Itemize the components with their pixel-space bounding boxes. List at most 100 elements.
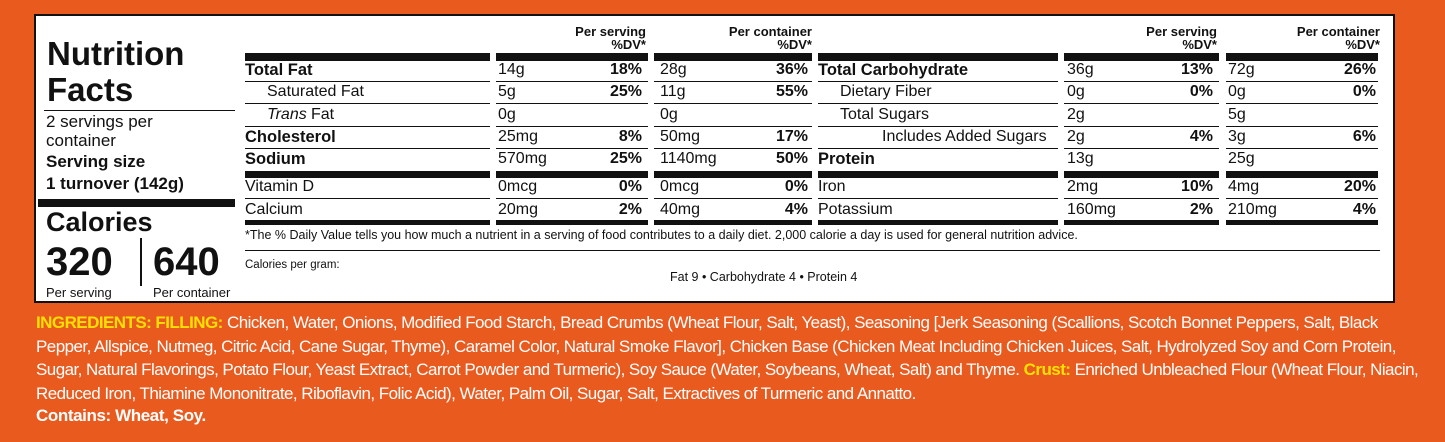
amount: 36g bbox=[1067, 61, 1094, 78]
rule bbox=[1226, 148, 1378, 149]
serving-size-label: Serving size bbox=[46, 152, 146, 171]
column-header-dv: %DV* bbox=[611, 37, 646, 52]
calories-per-serving: 320 bbox=[46, 240, 113, 284]
calories-per-container: 640 bbox=[153, 240, 220, 284]
daily-value: 4% bbox=[1352, 201, 1376, 218]
rule bbox=[245, 250, 1380, 251]
ingredients-heading: Crust: bbox=[1023, 360, 1071, 379]
rule bbox=[818, 103, 1058, 104]
nutrient-name: Total Fat bbox=[245, 61, 313, 79]
rule bbox=[654, 103, 812, 104]
daily-value: 25% bbox=[609, 83, 642, 100]
nutrient-name: Includes Added Sugars bbox=[882, 128, 1047, 145]
daily-value: 10% bbox=[1180, 178, 1213, 195]
column-header-dv: %DV* bbox=[777, 37, 812, 52]
amount: 0g bbox=[1228, 83, 1246, 100]
nutrient-name: Cholesterol bbox=[245, 128, 336, 146]
daily-value: 2% bbox=[618, 201, 642, 218]
rule bbox=[1064, 53, 1219, 61]
rule bbox=[245, 220, 490, 225]
rule bbox=[654, 126, 812, 127]
amount: 2mg bbox=[1067, 178, 1099, 195]
rule bbox=[818, 53, 1058, 61]
daily-value: 26% bbox=[1343, 61, 1376, 78]
amount: 0g bbox=[1067, 83, 1085, 100]
nutrient-name: Vitamin D bbox=[245, 178, 315, 195]
rule bbox=[1226, 198, 1378, 199]
rule bbox=[1226, 220, 1378, 225]
nutrient-name: Fat bbox=[311, 106, 335, 123]
rule bbox=[1226, 103, 1378, 104]
rule bbox=[496, 53, 648, 61]
rule bbox=[1064, 148, 1219, 149]
rule bbox=[1226, 53, 1378, 61]
rule bbox=[44, 110, 235, 111]
amount: 25mg bbox=[498, 128, 539, 145]
rule bbox=[245, 148, 490, 149]
daily-value: 4% bbox=[1189, 128, 1213, 145]
rule bbox=[818, 171, 1058, 178]
rule bbox=[818, 148, 1058, 149]
daily-value: 8% bbox=[618, 128, 642, 145]
title: Nutrition Facts bbox=[47, 35, 185, 108]
amount: 5g bbox=[1228, 106, 1246, 123]
amount: 20mg bbox=[498, 201, 539, 218]
ingredients-heading: INGREDIENTS: FILLING: bbox=[36, 313, 223, 332]
amount: 40mg bbox=[660, 201, 701, 218]
rule bbox=[1064, 220, 1219, 225]
daily-value: 0% bbox=[618, 178, 642, 195]
rule bbox=[1226, 171, 1378, 178]
amount: 2g bbox=[1067, 128, 1085, 145]
daily-value: 4% bbox=[784, 201, 808, 218]
column-header-dv: %DV* bbox=[1345, 37, 1380, 52]
rule bbox=[818, 126, 1058, 127]
daily-value: 17% bbox=[775, 128, 808, 145]
nutrient-name: Total Carbohydrate bbox=[818, 61, 969, 79]
amount: 4mg bbox=[1228, 178, 1260, 195]
footnote: *The % Daily Value tells you how much a … bbox=[245, 228, 1078, 242]
ingredients-text: Chicken, Water, Onions, Modified Food St… bbox=[36, 313, 1396, 379]
calories-per-container-label: Per container bbox=[153, 285, 231, 300]
rule bbox=[654, 171, 812, 178]
amount: 0g bbox=[498, 106, 516, 123]
amount: 13g bbox=[1067, 150, 1094, 167]
rule bbox=[654, 198, 812, 199]
amount: 72g bbox=[1228, 61, 1255, 78]
calories-per-gram-label: Calories per gram: bbox=[245, 259, 340, 271]
rule bbox=[245, 171, 490, 178]
rule bbox=[654, 81, 812, 82]
amount: 160mg bbox=[1067, 201, 1116, 218]
daily-value: 6% bbox=[1352, 128, 1376, 145]
daily-value: 2% bbox=[1189, 201, 1213, 218]
nutrient-name: Protein bbox=[818, 150, 875, 168]
amount: 14g bbox=[498, 61, 525, 78]
column-header: Per container bbox=[728, 24, 812, 39]
rule bbox=[1064, 103, 1219, 104]
rule bbox=[245, 198, 490, 199]
daily-value: 20% bbox=[1343, 178, 1376, 195]
rule bbox=[1226, 126, 1378, 127]
amount: 3g bbox=[1228, 128, 1246, 145]
daily-value: 0% bbox=[1352, 83, 1376, 100]
amount: 1140mg bbox=[660, 150, 717, 167]
rule bbox=[818, 81, 1058, 82]
daily-value: 13% bbox=[1180, 61, 1213, 78]
nutrient-name: Total Sugars bbox=[840, 106, 929, 123]
rule bbox=[1064, 126, 1219, 127]
rule bbox=[1064, 81, 1219, 82]
rule bbox=[654, 220, 812, 225]
rule bbox=[245, 126, 490, 127]
rule bbox=[818, 220, 1058, 225]
rule bbox=[1226, 81, 1378, 82]
daily-value: 55% bbox=[775, 83, 808, 100]
ingredients-text: Enriched Unbleached Flour (Wheat Flour, … bbox=[36, 360, 1419, 403]
rule bbox=[245, 103, 490, 104]
nutrient-name: Iron bbox=[818, 178, 846, 195]
rule bbox=[654, 53, 812, 61]
calories-per-serving-label: Per serving bbox=[46, 285, 112, 300]
nutrient-name: Calcium bbox=[245, 201, 303, 218]
rule bbox=[496, 171, 648, 178]
rule bbox=[1064, 171, 1219, 178]
amount: 25g bbox=[1228, 150, 1255, 167]
